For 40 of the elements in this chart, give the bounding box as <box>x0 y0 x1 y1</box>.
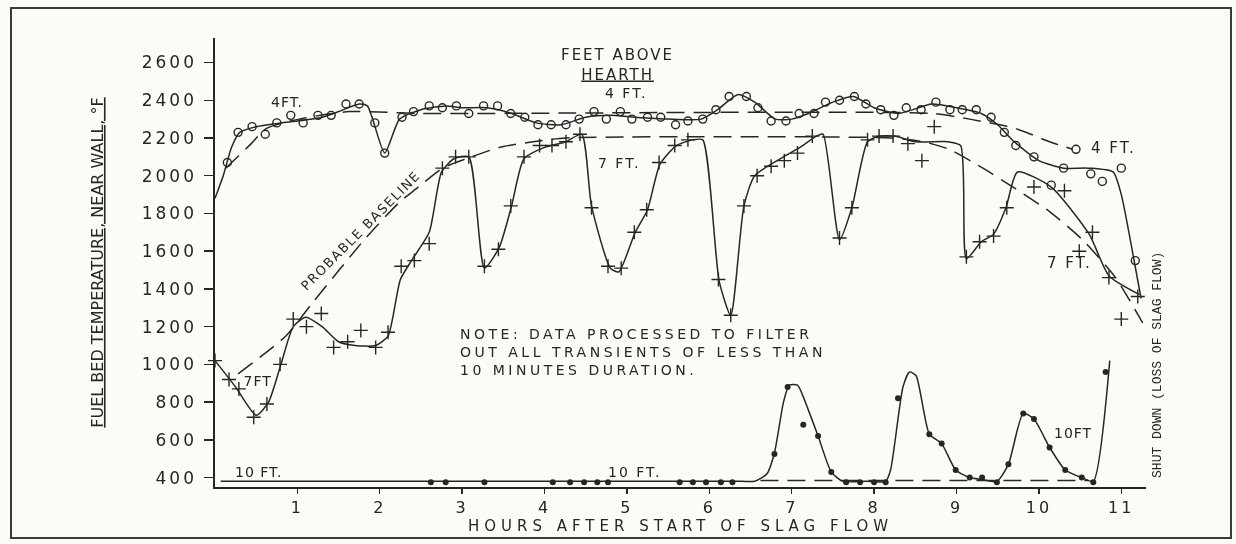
point <box>895 395 902 402</box>
y-axis-title: FUEL BED TEMPERATURE, NEAR WALL, °F <box>87 97 107 428</box>
point <box>800 421 807 428</box>
x-tick-label: 11 <box>1108 497 1135 517</box>
x-tick-label: 4 <box>537 497 552 517</box>
annotation: 10 FT. <box>608 464 662 480</box>
y-tick-label: 1400 <box>141 278 197 299</box>
annotation: 7 FT. <box>598 155 641 171</box>
y-tick-label: 2400 <box>141 90 197 111</box>
x-tick-label: 2 <box>373 497 387 517</box>
y-tick-label: 1600 <box>141 241 197 262</box>
y-tick-label: 1800 <box>141 203 197 224</box>
y-tick-label: 600 <box>155 429 197 450</box>
y-tick-label: 2600 <box>141 52 197 73</box>
y-tick-label: 2000 <box>141 165 197 186</box>
x-tick-label: 3 <box>455 497 469 517</box>
x-tick-label: 5 <box>620 497 634 517</box>
y-tick-label: 2200 <box>141 127 197 148</box>
x-tick-label: 9 <box>949 497 964 517</box>
x-tick-label: 1 <box>290 497 304 517</box>
annotation: 7FT <box>243 373 272 389</box>
annotation: 7 FT. <box>1047 254 1092 272</box>
annotation: 4 FT. <box>605 85 648 101</box>
x-axis-title: HOURS AFTER START OF SLAG FLOW <box>467 516 894 535</box>
y-tick-label: 400 <box>155 467 197 488</box>
point <box>1102 368 1109 375</box>
x-tick-label: 6 <box>702 497 716 517</box>
y-tick-label: 1200 <box>141 316 197 337</box>
annotation: NOTE: DATA PROCESSED TO FILTER OUT ALL TRANSIENTS OF LESS THAN 10 MINUTES DURATION. <box>460 326 826 379</box>
annotation: 4FT. <box>271 94 304 110</box>
x-tick-label: 10 <box>1025 497 1053 517</box>
x-tick-label: 7 <box>785 497 799 517</box>
y-tick-label: 800 <box>155 392 197 413</box>
annotation: 10 FT. <box>235 464 283 480</box>
text: SHUT DOWN (LOSS OF SLAG FLOW) <box>1150 251 1166 478</box>
x-tick-label: 8 <box>867 497 881 517</box>
annotation: 4 FT. <box>1091 139 1136 157</box>
annotation: FEET ABOVE HEARTH <box>561 46 675 84</box>
annotation: 10FT <box>1054 425 1093 441</box>
y-tick-label: 1000 <box>141 354 197 375</box>
